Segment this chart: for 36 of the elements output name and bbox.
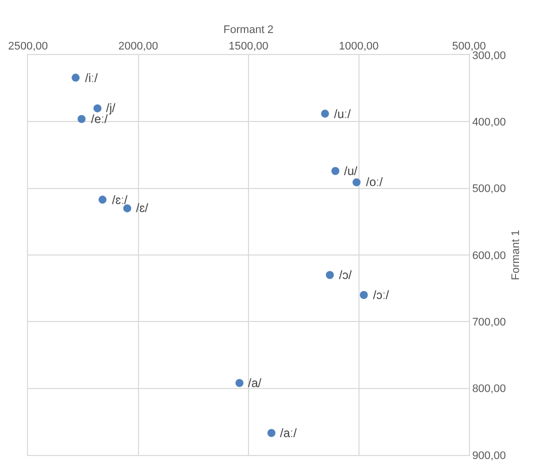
annotation: /eː/ bbox=[91, 112, 108, 126]
y-tick-label: 700,00 bbox=[472, 316, 506, 329]
annotation: /ɔː/ bbox=[373, 288, 390, 302]
y-tick-label: 800,00 bbox=[472, 383, 506, 396]
point bbox=[321, 110, 330, 118]
y-tick-label: 600,00 bbox=[472, 250, 506, 262]
x-tick-label: 2500,00 bbox=[8, 40, 48, 53]
point bbox=[326, 271, 334, 279]
annotation: /u/ bbox=[344, 164, 358, 178]
annotation: /ɛ/ bbox=[136, 201, 149, 215]
point bbox=[93, 104, 102, 112]
point bbox=[360, 291, 368, 299]
x-axis-title: Formant 2 bbox=[223, 24, 274, 36]
annotation: /a/ bbox=[248, 376, 262, 390]
annotation: /ɛː/ bbox=[112, 193, 128, 207]
y-axis-title: Formant 1 bbox=[510, 230, 522, 280]
point bbox=[235, 379, 244, 387]
annotation: /uː/ bbox=[334, 107, 352, 121]
point bbox=[123, 204, 132, 212]
point bbox=[72, 74, 80, 82]
y-tick-label: 900,00 bbox=[472, 450, 506, 462]
y-tick-label: 500,00 bbox=[472, 183, 506, 196]
x-tick-label: 2000,00 bbox=[118, 40, 158, 53]
point bbox=[267, 429, 276, 437]
point bbox=[78, 115, 86, 123]
x-tick-label: 1000,00 bbox=[338, 40, 379, 53]
point bbox=[98, 196, 107, 204]
point bbox=[352, 178, 361, 186]
annotation: /ɔ/ bbox=[339, 268, 352, 282]
annotation: /oː/ bbox=[366, 175, 384, 189]
x-tick-label: 1500,00 bbox=[228, 40, 268, 53]
annotation: /j/ bbox=[106, 101, 116, 115]
annotation: /aː/ bbox=[280, 426, 298, 440]
y-tick-label: 400,00 bbox=[472, 116, 506, 129]
annotation: /iː/ bbox=[85, 71, 98, 85]
point bbox=[331, 167, 340, 175]
